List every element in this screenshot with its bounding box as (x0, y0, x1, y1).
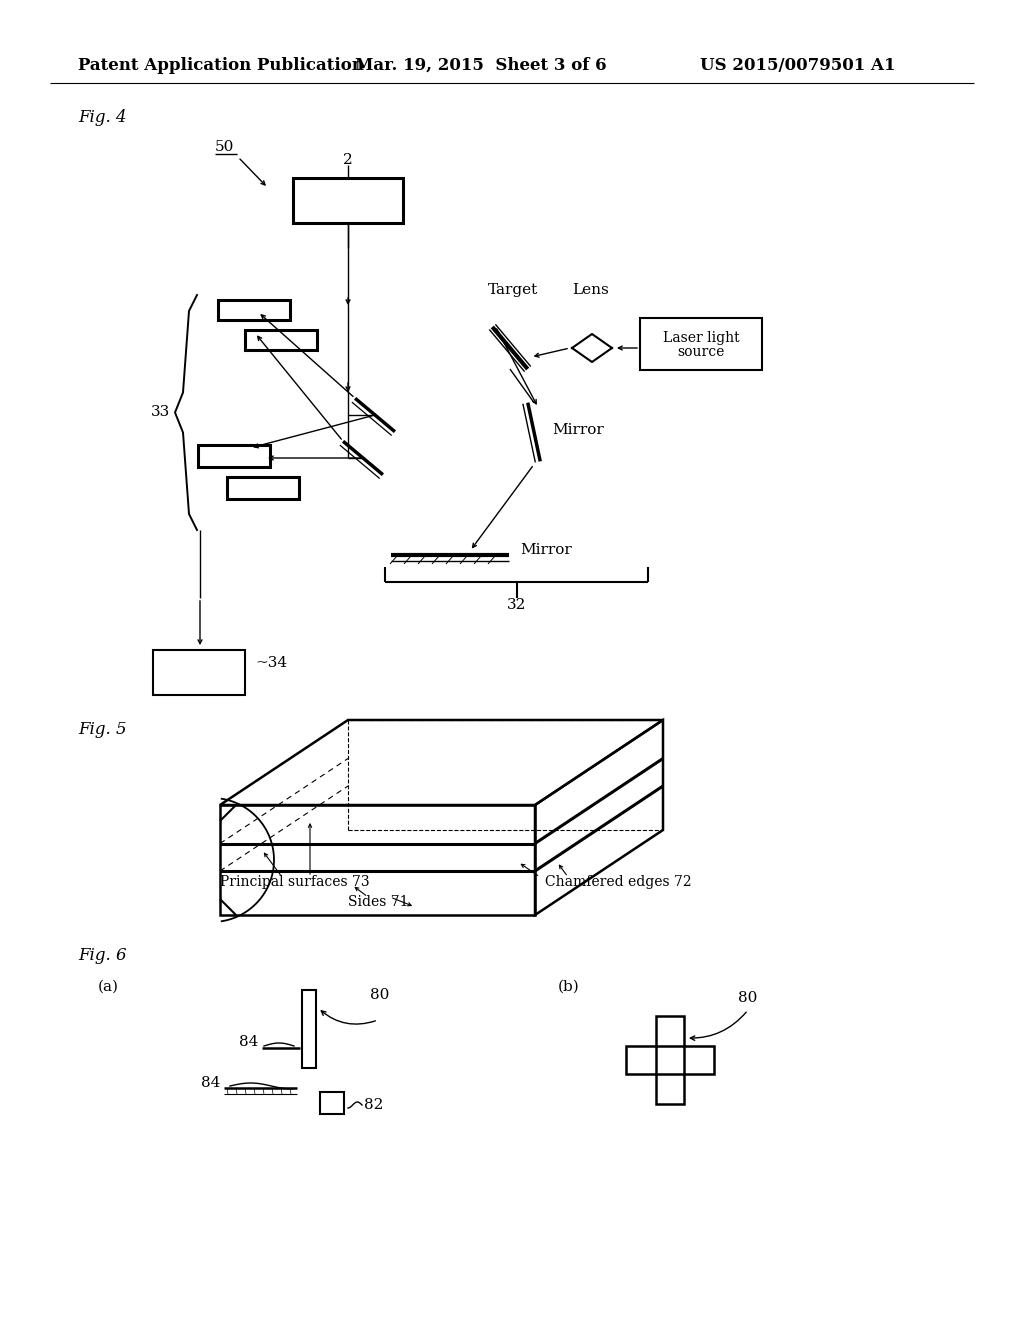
Text: 84: 84 (201, 1076, 220, 1090)
Text: Target: Target (488, 282, 539, 297)
Text: Mirror: Mirror (520, 543, 571, 557)
Text: Lens: Lens (572, 282, 608, 297)
Text: 80: 80 (370, 987, 389, 1002)
Text: Chamfered edges 72: Chamfered edges 72 (545, 875, 691, 888)
Text: Mirror: Mirror (552, 422, 604, 437)
Text: 33: 33 (151, 405, 170, 420)
Text: (a): (a) (98, 979, 119, 994)
Text: Fig. 5: Fig. 5 (78, 722, 127, 738)
Text: (b): (b) (558, 979, 580, 994)
Text: 84: 84 (239, 1035, 258, 1049)
Text: Mar. 19, 2015  Sheet 3 of 6: Mar. 19, 2015 Sheet 3 of 6 (355, 57, 606, 74)
Text: US 2015/0079501 A1: US 2015/0079501 A1 (700, 57, 896, 74)
Text: Sides 71: Sides 71 (348, 895, 409, 909)
Text: Fig. 4: Fig. 4 (78, 110, 127, 127)
Text: Laser light: Laser light (663, 331, 739, 345)
Text: 80: 80 (738, 991, 758, 1005)
Text: 2: 2 (343, 153, 353, 168)
Text: 50: 50 (215, 140, 234, 154)
Text: Fig. 6: Fig. 6 (78, 946, 127, 964)
Text: 32: 32 (507, 598, 526, 612)
Text: Patent Application Publication: Patent Application Publication (78, 57, 364, 74)
Text: 82: 82 (364, 1098, 383, 1111)
Text: source: source (677, 345, 725, 359)
Text: Principal surfaces 73: Principal surfaces 73 (220, 875, 370, 888)
Text: ~34: ~34 (255, 656, 287, 671)
